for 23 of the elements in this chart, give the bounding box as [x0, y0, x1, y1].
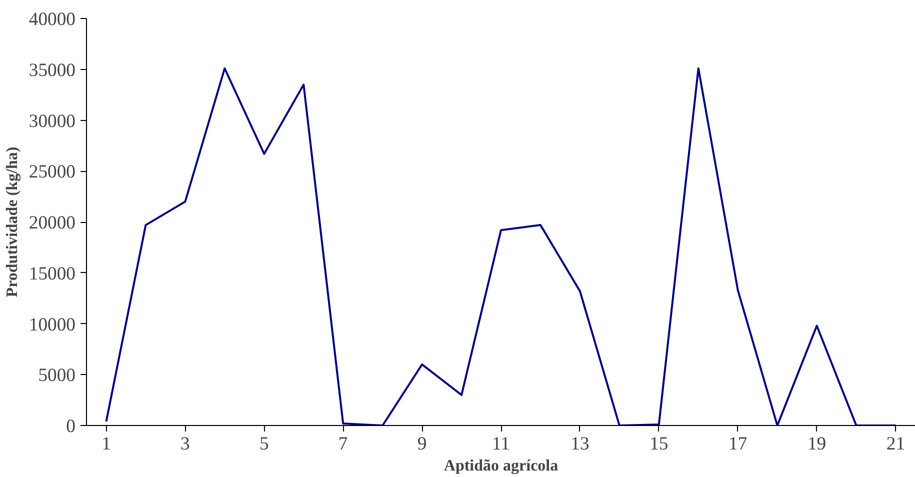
y-tick-label: 40000	[28, 9, 76, 30]
y-tick-label: 10000	[28, 314, 76, 336]
x-tick-label: 3	[180, 434, 190, 454]
x-tick-label: 19	[807, 434, 826, 454]
x-tick-label: 5	[259, 434, 269, 454]
y-tick-label: 30000	[28, 110, 76, 132]
x-tick-label: 21	[886, 434, 906, 454]
x-tick-label: 11	[492, 434, 510, 454]
x-tick-label: 1	[102, 434, 111, 454]
x-tick-label: 13	[570, 434, 590, 454]
x-tick-label: 9	[417, 434, 427, 454]
line-series	[105, 67, 897, 426]
x-tick-label: 7	[338, 434, 348, 454]
y-tick-label: 5000	[38, 365, 76, 386]
y-tick-label: 20000	[28, 212, 76, 234]
y-tick-label: 15000	[28, 263, 76, 284]
x-tick-label: 15	[650, 434, 668, 454]
y-tick-label: 35000	[28, 60, 76, 81]
x-axis-title: Aptidão agrícola	[444, 458, 558, 474]
y-tick-label: 25000	[28, 162, 76, 183]
y-tick-label: 0	[66, 416, 76, 437]
y-axis-title: Produtividade (kg/ha)	[4, 146, 21, 298]
x-tick-label: 17	[728, 434, 748, 454]
